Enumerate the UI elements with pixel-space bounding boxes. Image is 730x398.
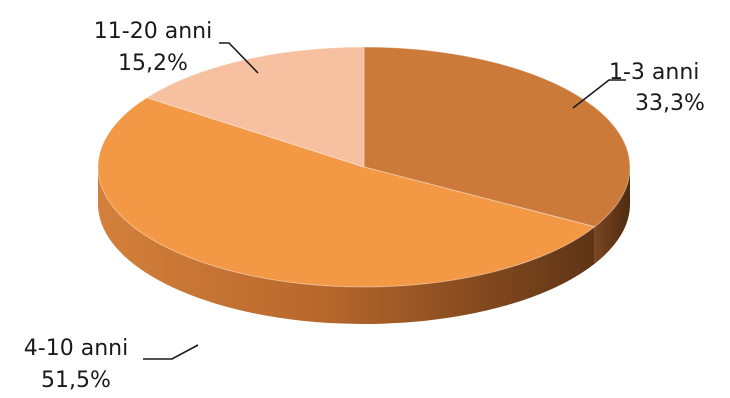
leader-line-11-20-anni bbox=[219, 42, 259, 74]
data-labels: 1-3 anni 33,3% 4-10 anni 51,5% 11-20 anni 15,… bbox=[24, 19, 705, 393]
value-label-11-20-anni: 15,2% bbox=[118, 51, 188, 76]
pie-side-4-10-anni bbox=[98, 167, 595, 325]
pie-slice-1-3-anni bbox=[363, 46, 631, 228]
pie-side-1-3-anni bbox=[594, 167, 630, 264]
category-label-4-10-anni: 4-10 anni bbox=[24, 336, 128, 361]
category-label-11-20-anni: 11-20 anni bbox=[94, 19, 212, 44]
label-leaders bbox=[143, 42, 626, 360]
value-label-1-3-anni: 33,3% bbox=[635, 91, 705, 116]
leader-line-1-3-anni bbox=[572, 79, 626, 109]
pie-slice-4-10-anni bbox=[97, 97, 596, 288]
value-label-4-10-anni: 51,5% bbox=[41, 368, 111, 393]
pie-slice-11-20-anni bbox=[145, 46, 365, 168]
pie-sides bbox=[98, 167, 630, 325]
leader-line-4-10-anni bbox=[143, 344, 199, 360]
pie-slices bbox=[97, 46, 631, 288]
category-label-1-3-anni: 1-3 anni bbox=[609, 60, 699, 85]
